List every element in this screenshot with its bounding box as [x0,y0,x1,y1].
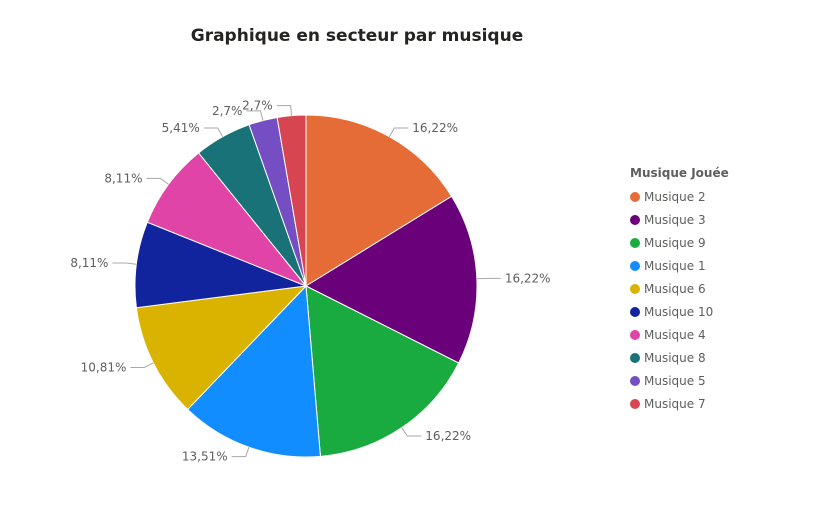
legend-item-musique-10[interactable]: Musique 10 [630,300,729,323]
data-label-musique-4: 8,11% [104,171,142,185]
leader-line-musique-5 [246,110,264,121]
legend-swatch [630,352,640,363]
legend-item-musique-4[interactable]: Musique 4 [630,323,729,346]
legend-label: Musique 3 [644,212,706,227]
legend-item-musique-3[interactable]: Musique 3 [630,208,729,231]
legend-swatch [630,237,640,248]
leader-line-musique-1 [231,447,250,458]
legend-swatch [630,283,640,294]
legend-item-musique-1[interactable]: Musique 1 [630,254,729,277]
data-label-musique-3: 16,22% [505,271,551,285]
legend-item-musique-8[interactable]: Musique 8 [630,346,729,369]
legend-item-musique-6[interactable]: Musique 6 [630,277,729,300]
legend-label: Musique 5 [644,373,706,388]
data-label-musique-8: 5,41% [162,121,200,135]
pie-slice-musique-3[interactable] [304,195,478,364]
legend-item-musique-5[interactable]: Musique 5 [630,369,729,392]
leader-line-musique-6 [130,362,154,368]
data-label-musique-5: 2,7% [212,104,243,118]
legend-label: Musique 9 [644,235,706,250]
leader-line-musique-9 [401,427,422,437]
legend-item-musique-2[interactable]: Musique 2 [630,185,729,208]
chart-title: Graphique en secteur par musique [190,26,524,46]
legend-swatch [630,375,640,386]
legend-label: Musique 1 [644,258,706,273]
data-label-musique-7: 2,7% [242,99,273,113]
legend-label: Musique 8 [644,350,706,365]
data-label-musique-10: 8,11% [70,256,108,270]
leader-line-musique-2 [388,127,409,137]
legend-title: Musique Jouée [630,166,729,180]
legend-swatch [630,306,640,317]
legend-item-musique-9[interactable]: Musique 9 [630,231,729,254]
legend-label: Musique 4 [644,327,706,342]
pie-slice-musique-1[interactable] [186,284,321,458]
data-label-musique-2: 16,22% [412,121,458,135]
legend-label: Musique 10 [644,304,714,319]
leader-line-musique-8 [203,127,224,137]
data-label-musique-9: 16,22% [425,429,471,443]
legend-swatch [630,214,640,225]
legend-swatch [630,260,640,271]
legend-label: Musique 2 [644,189,706,204]
data-label-musique-6: 10,81% [81,360,127,374]
chart-legend: Musique Jouée Musique 2 Musique 3 Musique … [630,166,729,415]
leader-line-musique-10 [112,262,137,265]
pie-slice-musique-9[interactable] [305,285,460,457]
leader-line-musique-4 [146,177,169,185]
leader-line-musique-7 [276,105,293,116]
data-label-musique-1: 13,51% [182,450,228,464]
legend-label: Musique 7 [644,396,706,411]
legend-swatch [630,329,640,340]
pie-slice-musique-6[interactable] [135,285,308,411]
legend-label: Musique 6 [644,281,706,296]
legend-swatch [630,398,640,409]
legend-swatch [630,191,640,202]
legend-item-musique-7[interactable]: Musique 7 [630,392,729,415]
